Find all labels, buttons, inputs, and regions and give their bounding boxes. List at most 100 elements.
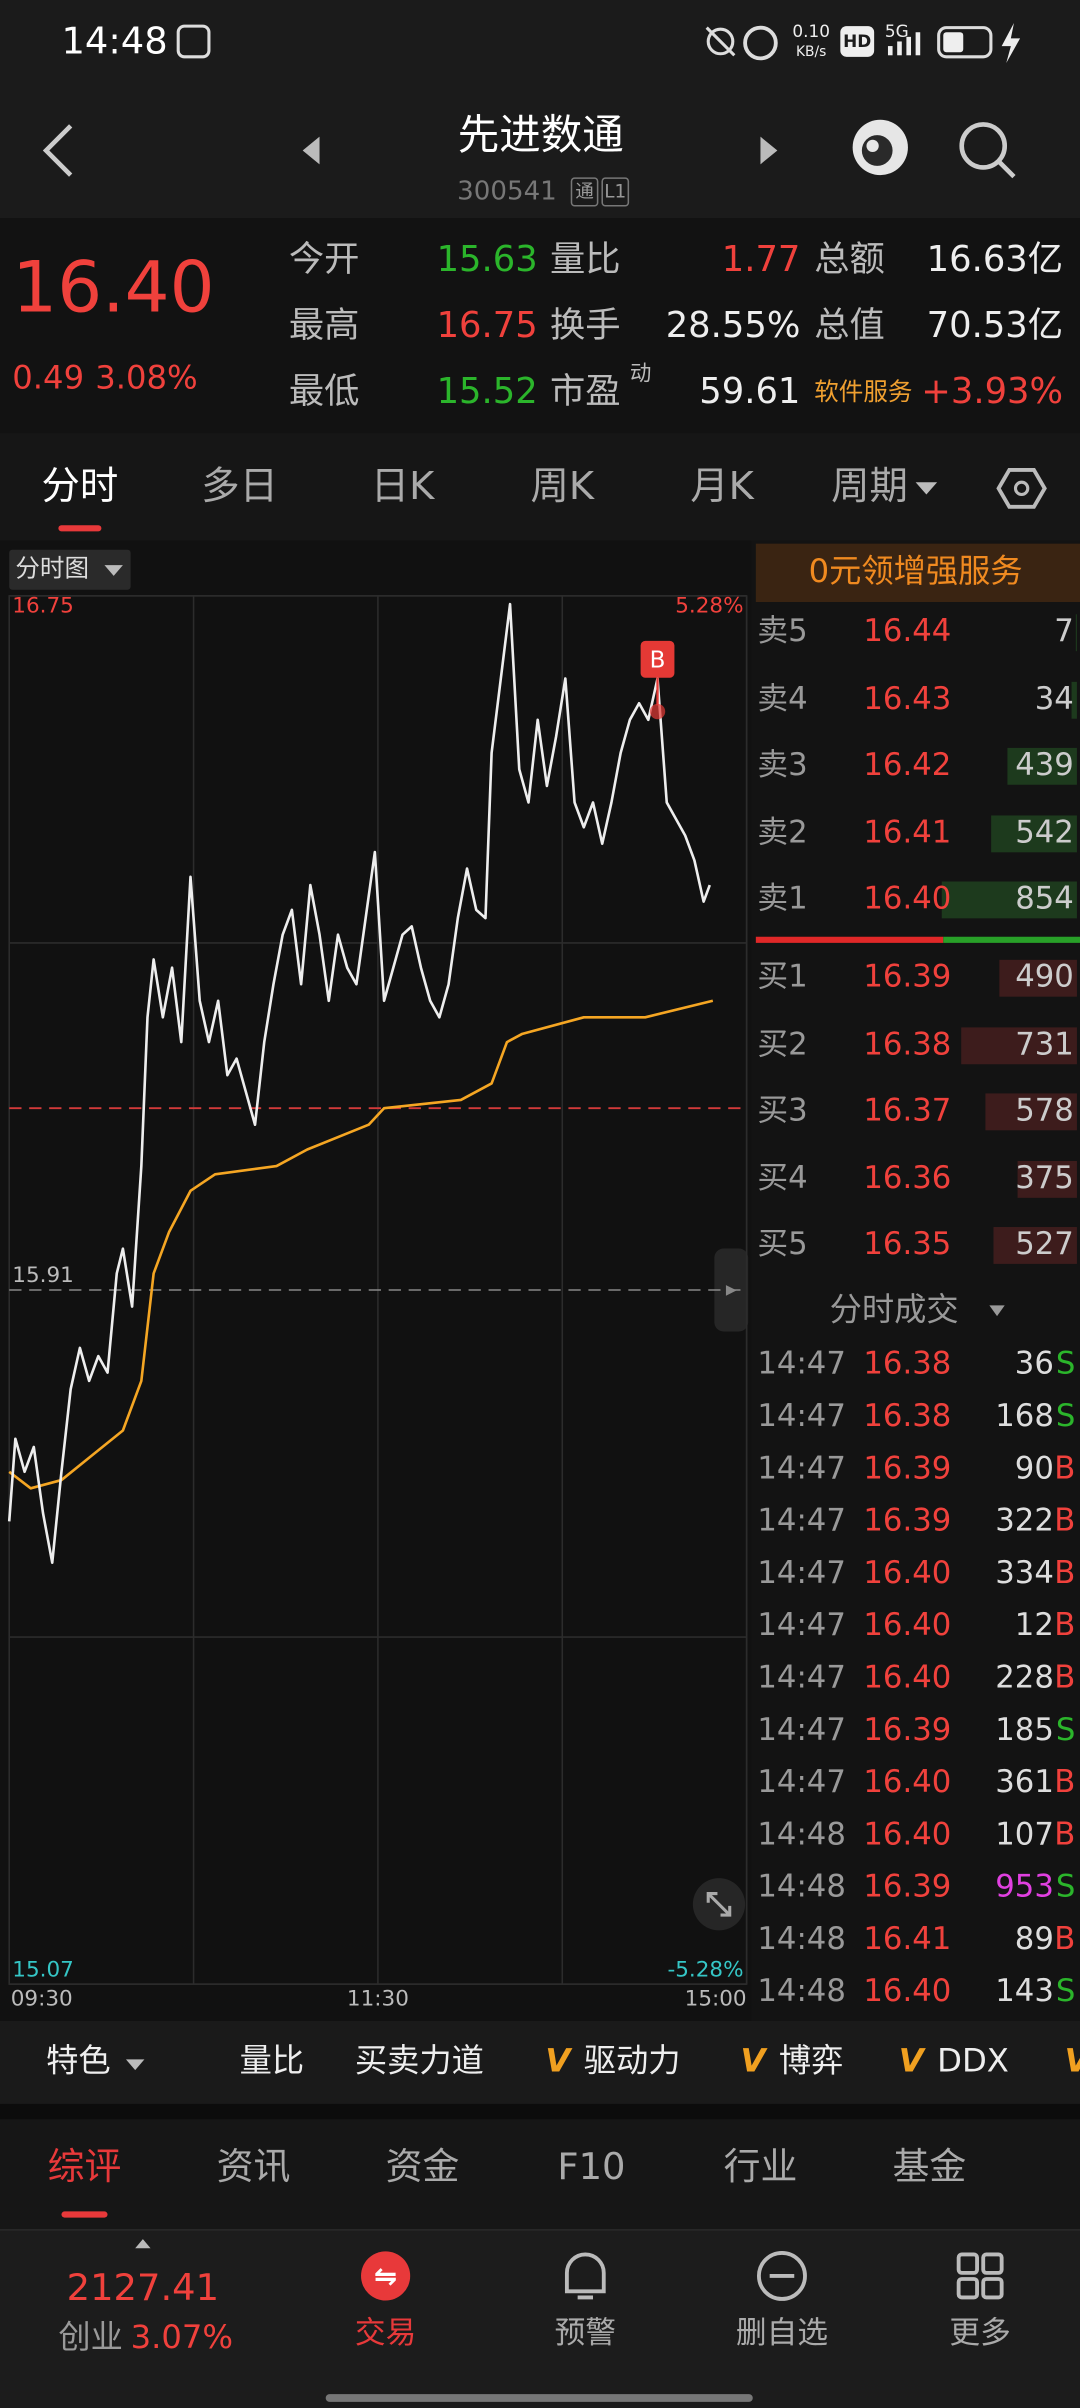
nav-item[interactable]: 交易	[355, 2315, 416, 2351]
chart-dropdown[interactable]	[9, 549, 131, 590]
indicator[interactable]: 驱动力	[584, 2041, 681, 2079]
indicator[interactable]: 特色	[46, 2041, 111, 2079]
indicator[interactable]: 博弈	[779, 2041, 844, 2079]
tab[interactable]: 日K	[371, 464, 435, 509]
trade-volume: 322	[995, 1503, 1054, 1539]
search-icon	[996, 159, 1016, 179]
trade-price: 16.40	[863, 1660, 951, 1696]
stat-label-sup: 动	[630, 362, 652, 387]
more-icon	[981, 2277, 1004, 2300]
bottom-tab[interactable]: 资讯	[217, 2145, 291, 2188]
trade-volume: 90	[1015, 1450, 1054, 1486]
prev-stock[interactable]	[302, 136, 320, 165]
badge: L1	[604, 182, 626, 203]
book-price: 16.37	[863, 1092, 951, 1128]
more-icon[interactable]	[956, 2252, 979, 2275]
indicator[interactable]: 量比	[240, 2041, 305, 2079]
bottom-tab[interactable]: 行业	[724, 2145, 798, 2188]
stat-value: 28.55%	[666, 305, 801, 346]
book-label: 买1	[757, 959, 807, 995]
divider	[0, 2103, 1080, 2120]
bottom-tab[interactable]: 综评	[48, 2145, 122, 2188]
trade-side: B	[1054, 1503, 1075, 1539]
y-tick-label: 15.07	[12, 1957, 74, 1982]
stat-value: 70.53亿	[927, 305, 1063, 346]
indicator[interactable]: 买卖力道	[355, 2041, 484, 2079]
price-line	[7, 602, 711, 1565]
tab[interactable]: 周期	[831, 464, 908, 509]
trade-side: B	[1054, 1816, 1075, 1852]
indicator-badge: V	[1065, 2041, 1080, 2079]
stat-value: 15.52	[437, 371, 538, 412]
book-label: 卖2	[757, 814, 807, 850]
trade-time: 14:48	[757, 1921, 846, 1957]
trade-price: 16.40	[863, 1555, 951, 1591]
book-label: 卖3	[757, 747, 807, 783]
trade-side: S	[1056, 1346, 1076, 1382]
status-icon	[176, 24, 211, 59]
trade-time: 14:47	[757, 1503, 846, 1539]
indicator[interactable]: DDX	[937, 2041, 1009, 2079]
trade-volume: 143	[995, 1973, 1054, 2009]
trade-price: 16.40	[863, 1973, 951, 2009]
book-price: 16.42	[863, 747, 951, 783]
volume-bar	[985, 1093, 1077, 1131]
price-line	[8, 999, 714, 1490]
trade-time: 14:47	[757, 1450, 846, 1486]
net-unit: KB/s	[796, 44, 826, 60]
book-price: 16.43	[863, 681, 951, 717]
trades-title[interactable]: 分时成交	[830, 1291, 959, 1329]
back-button[interactable]	[42, 124, 73, 177]
remove-icon[interactable]	[756, 2250, 807, 2301]
trade-side: S	[1056, 1869, 1076, 1905]
signal-bar	[897, 41, 902, 56]
volume-bar	[993, 1227, 1077, 1264]
promo-text[interactable]: 0元领增强服务	[809, 552, 1023, 590]
dropdown-arrow	[125, 2059, 145, 2071]
index-value: 2127.41	[67, 2266, 219, 2309]
stat-value: 1.77	[722, 239, 801, 280]
bottom-tab[interactable]: 资金	[386, 2145, 460, 2188]
book-price: 16.41	[863, 814, 951, 850]
tab[interactable]: 多日	[201, 464, 278, 509]
nav-item[interactable]: 预警	[555, 2315, 616, 2351]
chart-dropdown-label: 分时图	[15, 554, 89, 583]
signal-bar	[906, 36, 912, 56]
nav-item[interactable]: 更多	[949, 2315, 1010, 2351]
trade-icon[interactable]	[361, 2251, 411, 2301]
expand-icon	[707, 1892, 731, 1917]
stock-name: 先进数通	[458, 111, 624, 159]
trade-side: B	[1054, 1607, 1075, 1643]
stat-label: 最高	[289, 305, 360, 346]
trade-price: 16.40	[863, 1764, 951, 1800]
bottom-tab[interactable]: 基金	[893, 2145, 967, 2188]
bottom-tab[interactable]: F10	[557, 2145, 625, 2188]
tab[interactable]: 月K	[690, 464, 754, 509]
price-change: 0.49	[12, 358, 84, 396]
trade-side: S	[1056, 1973, 1076, 2009]
volume-bar	[941, 881, 1077, 919]
trade-volume: 228	[995, 1660, 1054, 1696]
x-tick-label: 09:30	[11, 1987, 73, 2012]
search-icon[interactable]	[959, 122, 1008, 170]
next-stock[interactable]	[760, 136, 778, 165]
trade-side: B	[1054, 1555, 1075, 1591]
badge-box	[601, 177, 630, 207]
trade-side: B	[1054, 1450, 1075, 1486]
settings-icon[interactable]	[996, 468, 1047, 509]
promo-banner[interactable]	[755, 543, 1080, 602]
trade-time: 14:47	[757, 1712, 846, 1748]
book-volume: 439	[1015, 747, 1074, 783]
book-label: 买3	[757, 1092, 807, 1128]
trade-time: 14:48	[757, 1869, 846, 1905]
trade-volume: 361	[995, 1764, 1054, 1800]
alert-icon[interactable]	[564, 2252, 606, 2300]
tab[interactable]: 分时	[42, 464, 119, 509]
trade-time: 14:47	[757, 1764, 846, 1800]
speed-icon	[743, 25, 778, 61]
book-price: 16.44	[863, 613, 951, 649]
book-volume: 731	[1015, 1026, 1074, 1062]
trade-icon-glyph: ⇋	[374, 2259, 397, 2292]
nav-item[interactable]: 删自选	[736, 2315, 828, 2351]
tab[interactable]: 周K	[530, 464, 594, 509]
